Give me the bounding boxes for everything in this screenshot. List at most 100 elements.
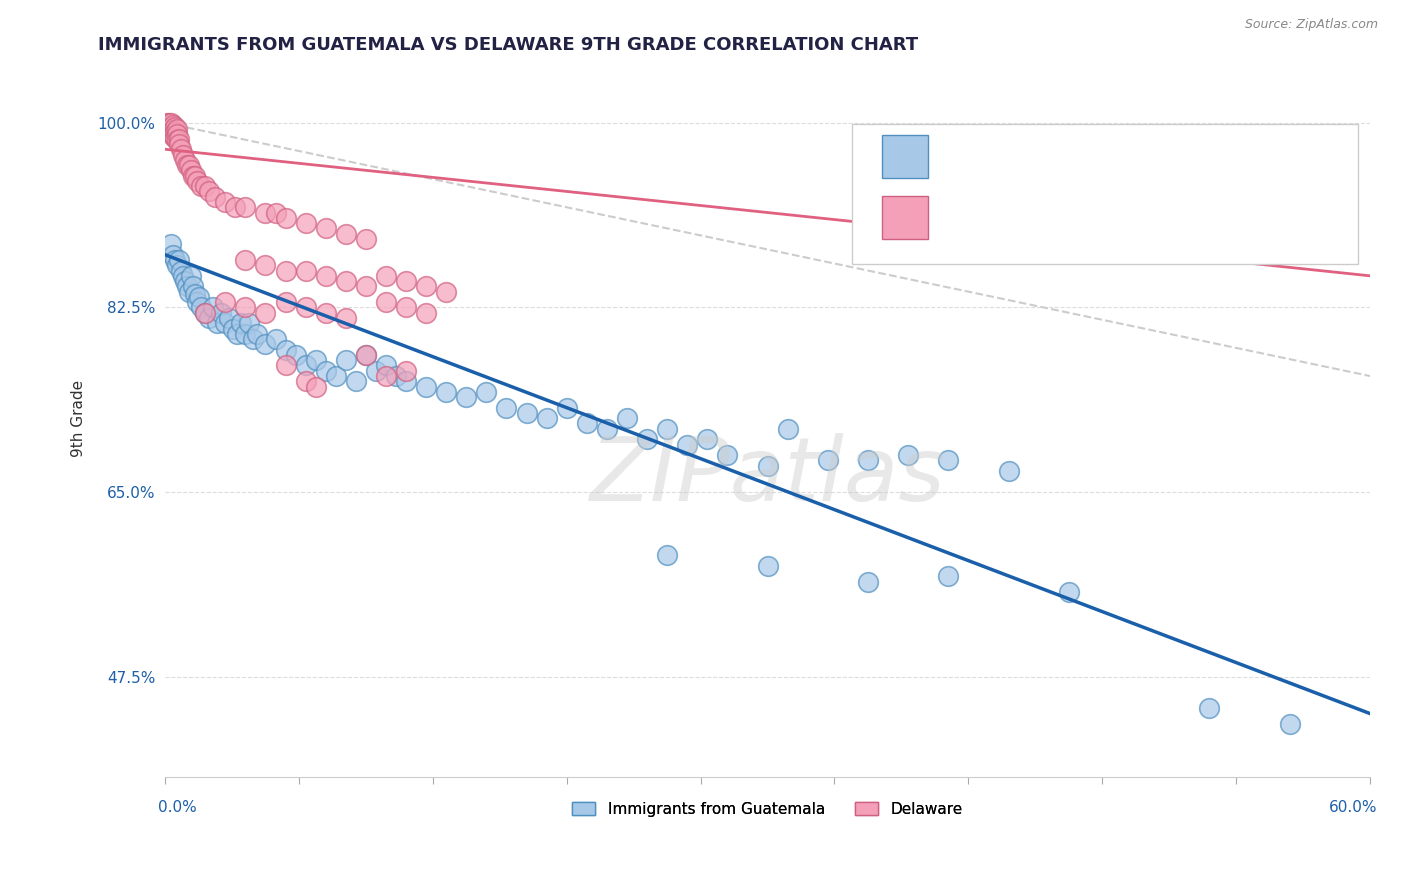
Point [214, 316, 236, 330]
Point [354, 232, 377, 246]
Point [224, 200, 246, 214]
Point [190, 301, 212, 315]
Point [264, 332, 287, 346]
Point [254, 337, 277, 351]
Point [194, 306, 217, 320]
Point [616, 411, 638, 425]
Point [207, 316, 229, 330]
Point [434, 384, 457, 399]
Point [456, 390, 478, 404]
Text: ZIPatlas: ZIPatlas [589, 433, 945, 518]
Point [897, 448, 920, 462]
Point [395, 374, 418, 388]
Text: R = -0.538   N = 74: R = -0.538 N = 74 [942, 145, 1119, 163]
Point [198, 185, 221, 199]
Point [222, 321, 245, 335]
FancyBboxPatch shape [882, 135, 928, 178]
Point [166, 122, 188, 136]
Point [434, 285, 457, 299]
Point [596, 422, 619, 436]
Point [655, 549, 678, 563]
Point [274, 359, 297, 373]
Point [756, 558, 779, 573]
Point [536, 411, 558, 425]
Point [167, 252, 190, 267]
Point [202, 301, 225, 315]
Point [204, 190, 226, 204]
Point [655, 422, 678, 436]
Point [354, 348, 377, 362]
Point [756, 458, 779, 473]
Point [315, 364, 337, 378]
Point [415, 306, 437, 320]
Point [274, 295, 297, 310]
Point [157, 116, 180, 130]
Point [475, 384, 498, 399]
Text: 60.0%: 60.0% [1329, 799, 1376, 814]
Point [170, 142, 193, 156]
Point [1198, 701, 1220, 715]
Point [776, 422, 799, 436]
Point [575, 417, 598, 431]
Point [294, 216, 316, 230]
Point [162, 123, 184, 137]
Point [676, 437, 699, 451]
Point [856, 574, 879, 589]
Point [214, 194, 236, 209]
Point [174, 274, 197, 288]
Point [235, 252, 257, 267]
Point [344, 374, 367, 388]
Point [166, 258, 188, 272]
Point [335, 274, 357, 288]
Point [495, 401, 517, 415]
Point [636, 433, 658, 447]
Point [160, 237, 183, 252]
Point [165, 130, 187, 145]
Point [179, 285, 201, 299]
Point [179, 158, 201, 172]
Point [315, 221, 337, 235]
Point [395, 301, 418, 315]
Point [395, 364, 418, 378]
Point [190, 179, 212, 194]
Point [166, 133, 188, 147]
Point [235, 301, 257, 315]
Point [375, 359, 398, 373]
Point [516, 406, 538, 420]
Point [238, 316, 260, 330]
Point [184, 169, 207, 183]
Y-axis label: 9th Grade: 9th Grade [72, 380, 86, 457]
Point [364, 364, 387, 378]
Point [294, 263, 316, 277]
Point [315, 268, 337, 283]
Point [218, 311, 240, 326]
FancyBboxPatch shape [882, 196, 928, 239]
Point [172, 147, 194, 161]
Point [176, 158, 198, 172]
Point [375, 369, 398, 384]
Point [165, 125, 187, 139]
Point [235, 200, 257, 214]
Point [188, 290, 211, 304]
Point [180, 268, 202, 283]
Point [997, 464, 1019, 478]
Point [235, 326, 257, 341]
Point [1278, 717, 1301, 731]
Point [305, 379, 328, 393]
Point [555, 401, 578, 415]
Point [214, 295, 236, 310]
Point [325, 369, 347, 384]
Legend: Immigrants from Guatemala, Delaware: Immigrants from Guatemala, Delaware [567, 796, 969, 823]
Point [156, 116, 179, 130]
Point [176, 279, 198, 293]
Point [264, 205, 287, 219]
Point [354, 279, 377, 293]
Point [162, 128, 184, 143]
Point [254, 205, 277, 219]
Point [375, 268, 398, 283]
Point [274, 211, 297, 225]
Point [160, 127, 183, 141]
Text: Source: ZipAtlas.com: Source: ZipAtlas.com [1244, 18, 1378, 31]
Point [160, 121, 183, 136]
Point [294, 359, 316, 373]
